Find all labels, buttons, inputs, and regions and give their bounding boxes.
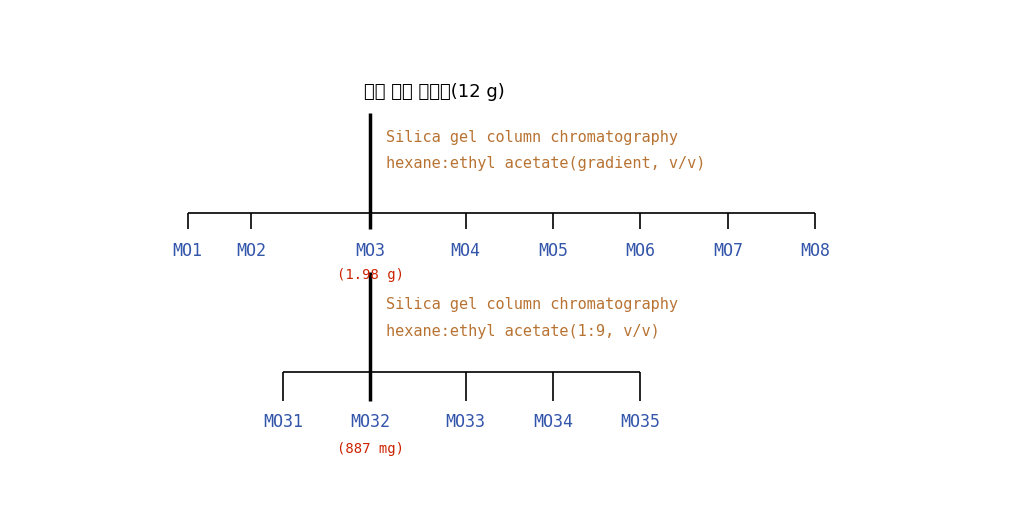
Text: MO1: MO1: [172, 242, 203, 260]
Text: Silica gel column chromatography: Silica gel column chromatography: [386, 297, 679, 312]
Text: MO7: MO7: [712, 242, 743, 260]
Text: hexane:ethyl acetate(1:9, v/v): hexane:ethyl acetate(1:9, v/v): [386, 324, 660, 339]
Text: (1.98 g): (1.98 g): [337, 268, 404, 282]
Text: MO31: MO31: [263, 413, 303, 431]
Text: MO3: MO3: [356, 242, 385, 260]
Text: MO35: MO35: [620, 413, 660, 431]
Text: 파극 정유 추출물(12 g): 파극 정유 추출물(12 g): [364, 83, 504, 101]
Text: MO34: MO34: [533, 413, 573, 431]
Text: MO5: MO5: [538, 242, 568, 260]
Text: MO6: MO6: [625, 242, 656, 260]
Text: hexane:ethyl acetate(gradient, v/v): hexane:ethyl acetate(gradient, v/v): [386, 157, 705, 172]
Text: MO33: MO33: [446, 413, 486, 431]
Text: (887 mg): (887 mg): [337, 442, 404, 456]
Text: Silica gel column chromatography: Silica gel column chromatography: [386, 130, 679, 145]
Text: MO2: MO2: [236, 242, 266, 260]
Text: MO32: MO32: [351, 413, 391, 431]
Text: MO4: MO4: [451, 242, 481, 260]
Text: MO8: MO8: [801, 242, 830, 260]
